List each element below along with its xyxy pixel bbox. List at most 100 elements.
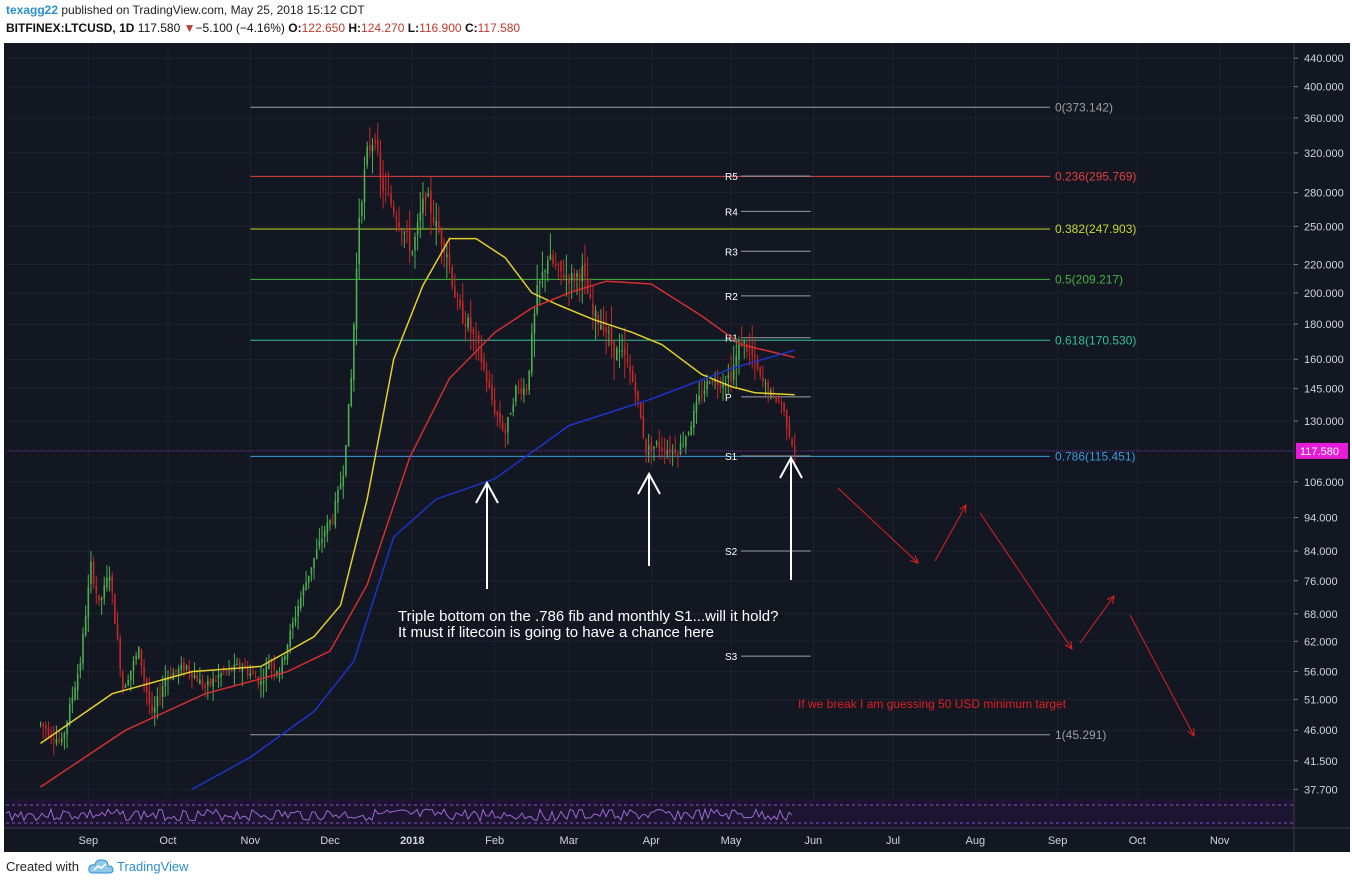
candle-body — [507, 417, 509, 433]
candle-body — [666, 451, 669, 455]
candle-body — [353, 324, 355, 381]
pivot-levels[interactable]: R5 R4 R3 R2 R1 P S1 S2 S3 — [725, 172, 811, 663]
candle-body — [153, 707, 156, 713]
time-axis[interactable]: Sep Oct Nov Dec 2018 Feb Mar Apr May Jun Jul Aug Sep… — [4, 827, 1350, 847]
candle-body — [100, 597, 103, 600]
last-price-tag[interactable] — [1296, 442, 1348, 459]
candle-body — [392, 205, 395, 214]
y-tick-label: 56.000 — [1304, 667, 1338, 679]
y-tick-label: 130.000 — [1304, 416, 1344, 428]
candle-body — [578, 274, 581, 282]
red-annotation[interactable]: If we break I am guessing 50 USD minimum… — [798, 697, 1067, 711]
candle-body — [127, 680, 129, 685]
white-arrow-head[interactable] — [779, 455, 803, 479]
candle-body — [371, 145, 374, 152]
candle-body — [369, 144, 371, 151]
candle-series — [39, 123, 796, 756]
close-label: C: — [464, 21, 478, 35]
candle-body — [767, 382, 769, 395]
candle-body — [793, 446, 796, 454]
candle-body — [132, 660, 135, 671]
candle-body — [108, 576, 111, 582]
candle-body — [98, 594, 100, 601]
candle-body — [74, 687, 76, 700]
open-label: O: — [288, 21, 302, 35]
red-arrow-head[interactable] — [1064, 641, 1073, 650]
candle-body — [270, 662, 273, 666]
candle-body — [299, 597, 302, 609]
candle-body — [310, 567, 313, 575]
candle-body — [143, 666, 145, 679]
white-arrow-head[interactable] — [475, 480, 499, 504]
author-link[interactable]: texagg22 — [6, 3, 59, 17]
candle-body — [483, 359, 485, 369]
red-arrow-head[interactable] — [1187, 727, 1195, 738]
candle-body — [42, 723, 44, 727]
candle-body — [568, 276, 570, 285]
x-tick-label: Nov — [241, 835, 261, 847]
pivot-label: R2 — [725, 292, 738, 303]
main-annotation-line1[interactable]: Triple bottom on the .786 fib and monthl… — [398, 608, 779, 625]
candle-body — [618, 350, 621, 352]
tradingview-cloud-icon[interactable] — [88, 858, 114, 876]
ma-mid-line — [40, 280, 795, 788]
candle-body — [196, 675, 199, 682]
y-tick-label: 51.000 — [1304, 694, 1338, 706]
candle-body — [106, 578, 108, 588]
annotation-arrows[interactable] — [475, 455, 1195, 738]
candle-body — [523, 388, 525, 395]
candle-body — [151, 704, 153, 713]
candle-body — [677, 453, 679, 456]
candle-body — [305, 581, 307, 590]
red-arrow-head[interactable] — [1106, 595, 1115, 604]
candle-body — [594, 310, 597, 318]
fib-level-label: 0.786(115.451) — [1055, 449, 1136, 463]
x-tick-label: Apr — [643, 835, 660, 847]
red-arrow-head[interactable] — [959, 503, 967, 514]
candle-body — [183, 662, 185, 672]
x-tick-label: May — [721, 835, 742, 847]
main-annotation-line2[interactable]: It must if litecoin is going to have a c… — [398, 624, 714, 641]
red-projection-line[interactable] — [1079, 595, 1115, 644]
candle-body — [472, 329, 475, 335]
y-tick-label: 320.000 — [1304, 148, 1344, 160]
candle-body — [690, 425, 692, 435]
candle-body — [246, 667, 249, 675]
last-price: 117.580 — [137, 21, 181, 35]
red-projection-line[interactable] — [837, 487, 919, 564]
tradingview-link[interactable]: TradingView — [117, 859, 189, 874]
candle-body — [461, 301, 464, 324]
red-arrow-head[interactable] — [910, 555, 919, 564]
y-tick-label: 280.000 — [1304, 188, 1344, 200]
chart-panel[interactable]: 0(373.142) 0.236(295.769) 0.382(247.903) 0.… — [4, 43, 1350, 852]
pivot-label: P — [725, 393, 732, 404]
candle-body — [560, 260, 562, 272]
red-projection-line[interactable] — [1129, 614, 1195, 737]
red-projection-line[interactable] — [934, 504, 967, 562]
candle-body — [60, 738, 63, 743]
candle-body — [63, 733, 66, 739]
candle-body — [281, 657, 283, 674]
candle-body — [706, 380, 708, 390]
candle-body — [289, 630, 291, 647]
candle-body — [406, 229, 408, 232]
candle-body — [719, 383, 722, 388]
candle-body — [515, 385, 517, 402]
candle-body — [730, 371, 732, 383]
candle-body — [716, 381, 719, 385]
pivot-label: R4 — [725, 207, 738, 218]
low-value: 116.900 — [419, 21, 462, 35]
candle-body — [114, 594, 116, 624]
pivot-label: S3 — [725, 652, 738, 663]
x-tick-label: Dec — [320, 835, 340, 847]
candle-body — [544, 271, 546, 273]
candle-body — [268, 663, 270, 669]
price-axis[interactable]: 440.000 400.000 360.000 320.000 280.000 250.0… — [6, 43, 1348, 852]
price-chart[interactable]: 0(373.142) 0.236(295.769) 0.382(247.903) 0.… — [4, 43, 1350, 852]
white-arrow-head[interactable] — [637, 471, 661, 495]
candle-body — [84, 616, 87, 636]
y-tick-label: 180.000 — [1304, 319, 1344, 331]
candle-body — [597, 314, 600, 325]
red-projection-line[interactable] — [979, 512, 1073, 650]
candle-body — [623, 347, 626, 356]
